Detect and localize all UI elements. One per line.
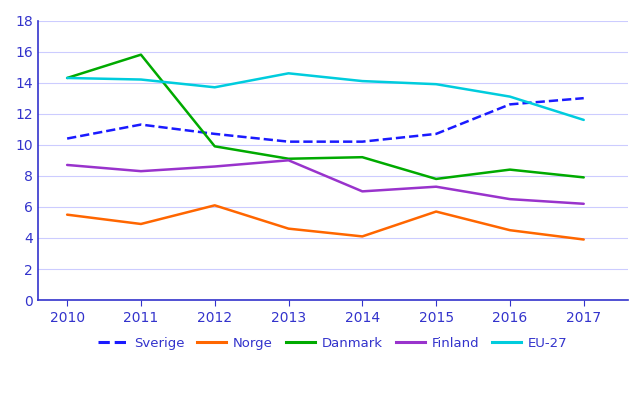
Legend: Sverige, Norge, Danmark, Finland, EU-27: Sverige, Norge, Danmark, Finland, EU-27 <box>93 331 573 355</box>
